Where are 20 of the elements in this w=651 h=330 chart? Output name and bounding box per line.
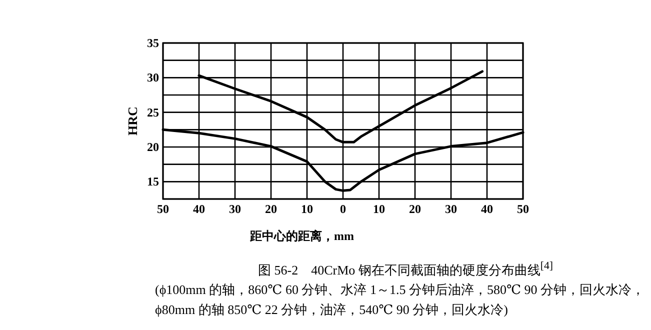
x-tick-label: 0: [340, 202, 346, 216]
text: 图 56-2 40CrMo 钢在不同截面轴的硬度分布曲线$^{[4]}$: [258, 260, 554, 280]
x-tick-label: 20: [265, 202, 277, 216]
y-tick-label: 35: [147, 36, 159, 50]
x-axis-title: 距中心的距离，mm: [250, 228, 354, 245]
x-tick-label: 40: [481, 202, 493, 216]
x-tick-label: 10: [373, 202, 385, 216]
x-tick-label: 20: [409, 202, 421, 216]
x-tick-label: 50: [157, 202, 169, 216]
y-tick-label: 25: [147, 105, 159, 120]
y-tick-label: 30: [147, 70, 159, 85]
y-tick-label: 20: [147, 140, 159, 154]
x-tick-label: 40: [193, 202, 205, 216]
text: (ϕ100mm 的轴，860℃ 60 分钟、水淬 1～1.5 分钟后油淬，580℃ 90 分钟，回火水冷，ϕ80mm 的轴 850℃ 22 分钟，油淬，540℃ 90 分钟，回火水冷): [155, 281, 645, 319]
x-tick-label: 50: [517, 202, 529, 216]
y-axis-title: HRC: [125, 106, 140, 136]
x-tick-label: 10: [301, 202, 313, 216]
y-tick-label: 15: [147, 174, 159, 189]
x-tick-label: 30: [445, 202, 457, 216]
x-tick-label: 30: [229, 202, 241, 216]
